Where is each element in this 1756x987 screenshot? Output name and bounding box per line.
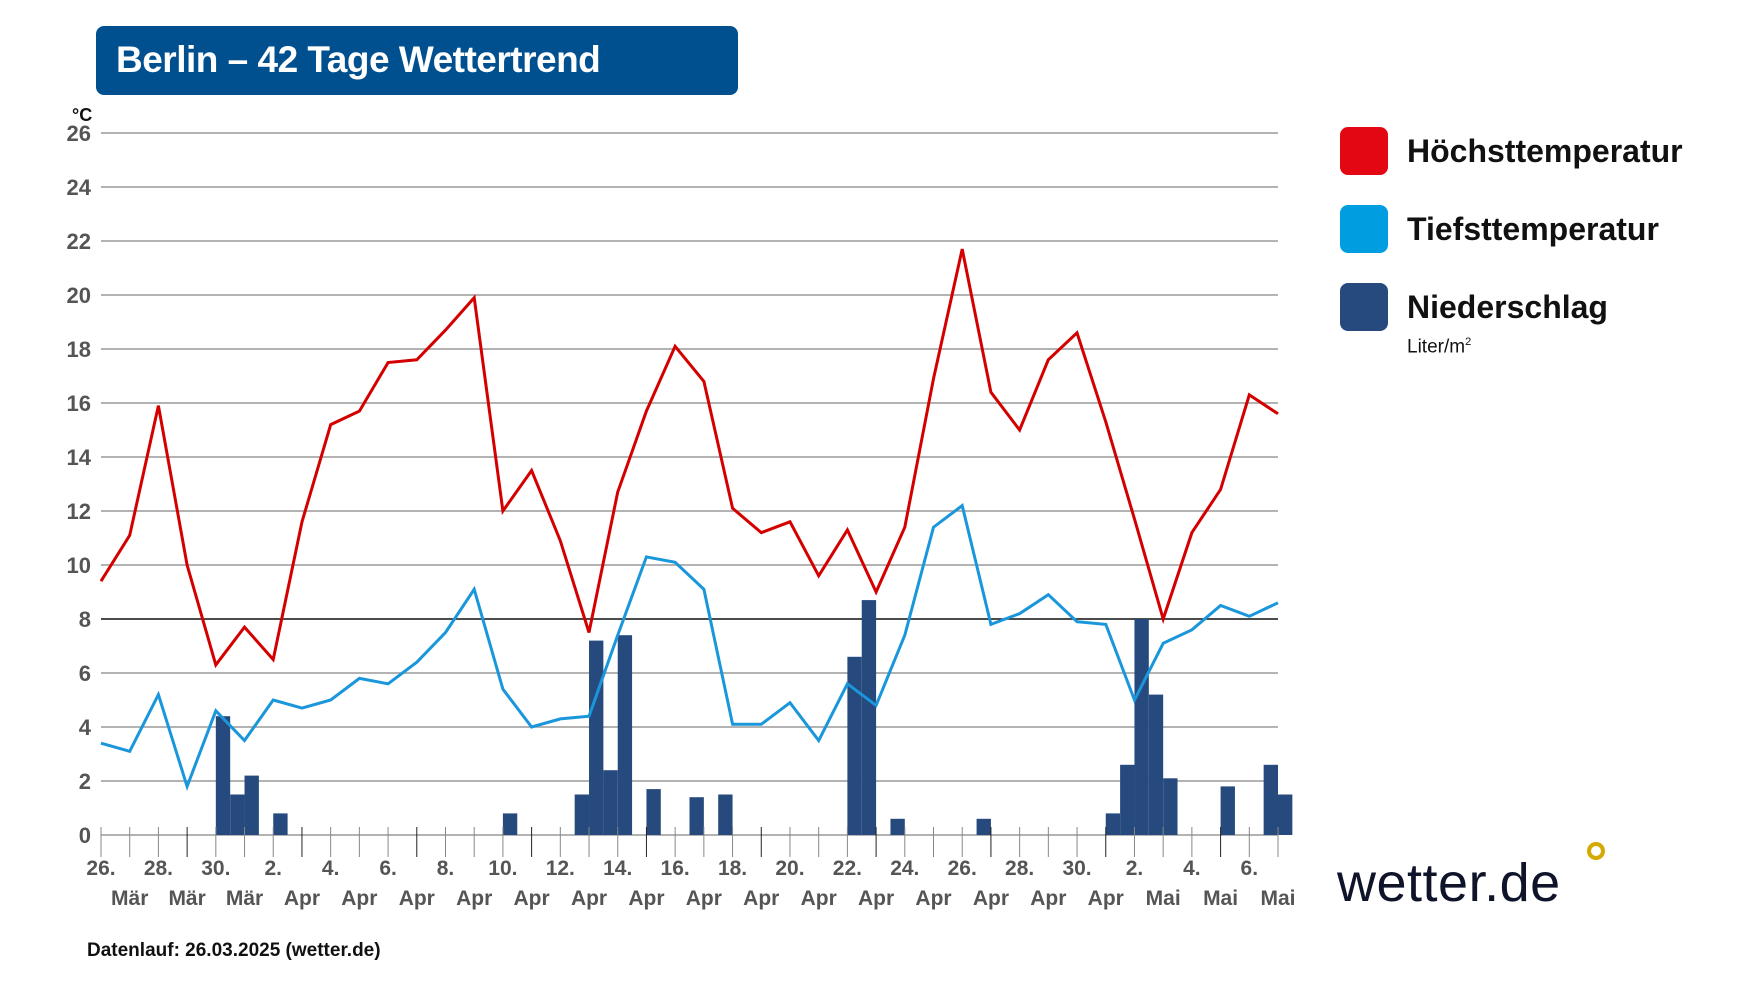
x-tick-day-label: 4. <box>322 857 340 880</box>
x-tick-day-label: 28. <box>1005 857 1034 880</box>
x-tick-month-label: Apr <box>341 887 377 910</box>
y-tick-label: 14 <box>67 445 92 470</box>
unit-superscript: 2 <box>1465 336 1472 348</box>
x-tick-month-label: Apr <box>743 887 779 910</box>
title-banner: Berlin – 42 Tage Wettertrend <box>96 26 738 95</box>
precipitation-bar <box>273 813 288 835</box>
x-tick-month-label: Apr <box>284 887 320 910</box>
x-tick-day-label: 28. <box>144 857 173 880</box>
precipitation-bar <box>1148 694 1164 835</box>
x-tick-month-label: Apr <box>973 887 1009 910</box>
precipitation-bar <box>502 813 518 835</box>
legend-swatch-precipitation <box>1340 283 1388 331</box>
max-temp-line <box>99 248 1279 669</box>
x-tick-day-label: 22. <box>833 857 862 880</box>
legend-label-min-temp: Tiefsttemperatur <box>1407 211 1659 247</box>
logo-ring-icon <box>1587 842 1605 860</box>
precipitation-bar <box>215 716 231 835</box>
x-tick-month-label: Apr <box>399 887 435 910</box>
y-tick-label: 0 <box>79 823 91 848</box>
x-tick-month-label: Mär <box>226 887 263 910</box>
precipitation-bar <box>1105 813 1121 835</box>
x-tick-day-label: 30. <box>1062 857 1091 880</box>
x-tick-day-label: 2. <box>1126 857 1144 880</box>
legend-swatch-min-temp <box>1340 205 1388 253</box>
chart-title: Berlin – 42 Tage Wettertrend <box>116 39 601 80</box>
y-tick-label: 16 <box>67 391 91 416</box>
precipitation-bar <box>603 770 618 835</box>
x-tick-day-label: 30. <box>201 857 230 880</box>
x-tick-day-label: 2. <box>264 857 282 880</box>
x-tick-month-label: Mai <box>1203 887 1238 910</box>
y-tick-label: 6 <box>79 661 91 686</box>
x-tick-month-label: Apr <box>1088 887 1124 910</box>
precipitation-bar <box>861 600 877 835</box>
x-tick-month-label: Mär <box>111 887 148 910</box>
x-tick-month-label: Apr <box>801 887 837 910</box>
data-run-footer: Datenlauf: 26.03.2025 (wetter.de) <box>87 940 381 961</box>
x-tick-month-label: Apr <box>514 887 550 910</box>
legend-label-max-temp: Höchsttemperatur <box>1407 133 1683 169</box>
precipitation-bar <box>718 794 733 835</box>
unit-text: Liter/m <box>1407 336 1466 358</box>
x-tick-month-label: Apr <box>628 887 664 910</box>
precipitation-bar <box>1134 619 1149 835</box>
y-tick-label: 26 <box>67 121 91 146</box>
precipitation-bar <box>689 797 704 835</box>
precipitation-bar <box>1278 794 1293 835</box>
x-tick-month-label: Apr <box>686 887 722 910</box>
y-tick-label: 22 <box>67 229 91 254</box>
legend-precipitation-unit: Liter/m2 <box>1407 336 1471 358</box>
x-tick-month-label: Apr <box>858 887 894 910</box>
y-tick-label: 2 <box>79 769 91 794</box>
legend-swatch-max-temp <box>1340 127 1388 175</box>
precipitation-bar <box>589 640 604 835</box>
x-tick-day-label: 24. <box>890 857 919 880</box>
precipitation-bar <box>976 818 991 835</box>
y-tick-label: 20 <box>67 283 91 308</box>
x-tick-day-label: 20. <box>775 857 804 880</box>
precipitation-bar <box>1163 778 1178 835</box>
precipitation-bar <box>847 656 862 835</box>
precipitation-bar <box>574 794 590 835</box>
precipitation-bar <box>1220 786 1235 835</box>
legend-label-precipitation: Niederschlag <box>1407 289 1608 325</box>
x-tick-month-label: Mai <box>1146 887 1181 910</box>
x-tick-day-label: 26. <box>86 857 115 880</box>
x-tick-month-label: Apr <box>571 887 607 910</box>
y-tick-label: 24 <box>67 175 92 200</box>
x-tick-month-label: Apr <box>915 887 951 910</box>
y-axis-unit: °C <box>72 105 92 125</box>
y-tick-label: 4 <box>79 715 92 740</box>
x-tick-month-label: Apr <box>1030 887 1066 910</box>
min-temp-line <box>100 503 1279 791</box>
x-tick-day-label: 18. <box>718 857 747 880</box>
y-tick-label: 10 <box>67 553 91 578</box>
x-tick-day-label: 12. <box>546 857 575 880</box>
wetter-de-logo: wetter.de <box>1337 853 1561 913</box>
x-tick-day-label: 6. <box>1241 857 1259 880</box>
x-tick-day-label: 4. <box>1183 857 1201 880</box>
x-tick-day-label: 10. <box>488 857 517 880</box>
x-tick-month-label: Apr <box>456 887 492 910</box>
x-tick-day-label: 8. <box>437 857 455 880</box>
precipitation-bar <box>1120 764 1135 835</box>
precipitation-bar <box>890 818 905 835</box>
x-tick-month-label: Mai <box>1260 887 1295 910</box>
precipitation-bar <box>244 775 259 835</box>
precipitation-bar <box>617 635 633 835</box>
x-tick-day-label: 6. <box>379 857 397 880</box>
x-tick-day-label: 26. <box>948 857 977 880</box>
x-tick-month-label: Mär <box>168 887 205 910</box>
y-tick-label: 8 <box>79 607 91 632</box>
precipitation-bar <box>1263 764 1278 835</box>
x-tick-day-label: 16. <box>661 857 690 880</box>
x-tick-day-label: 14. <box>603 857 632 880</box>
y-tick-label: 18 <box>67 337 91 362</box>
precipitation-bar <box>230 794 245 835</box>
y-tick-label: 12 <box>67 499 91 524</box>
precipitation-bar <box>646 789 661 835</box>
